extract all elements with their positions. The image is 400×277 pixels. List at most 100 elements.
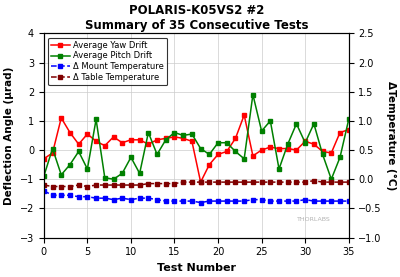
Average Pitch Drift [85,167,90,171]
Δ Mount Temperature [163,199,168,203]
Δ Mount Temperature [128,198,133,201]
Δ Table Temperature [59,185,64,188]
Δ Table Temperature [303,180,308,184]
Average Pitch Drift [128,156,133,159]
Δ Mount Temperature [338,199,342,203]
Δ Mount Temperature [172,199,177,203]
Δ Table Temperature [181,180,186,184]
Average Pitch Drift [120,172,125,175]
Average Yaw Drift [163,137,168,140]
Δ Table Temperature [137,183,142,187]
Average Pitch Drift [181,134,186,137]
Average Yaw Drift [59,116,64,120]
Average Pitch Drift [329,178,334,181]
Δ Table Temperature [207,180,212,184]
Δ Table Temperature [172,182,177,185]
Average Pitch Drift [42,175,46,178]
Δ Mount Temperature [42,189,46,193]
Δ Table Temperature [338,180,342,184]
Line: Δ Table Temperature: Δ Table Temperature [42,179,351,189]
Y-axis label: ΔTemperature (°C): ΔTemperature (°C) [386,81,396,190]
Δ Table Temperature [329,180,334,184]
Average Yaw Drift [303,140,308,143]
Δ Table Temperature [155,182,160,185]
Δ Table Temperature [128,183,133,187]
Δ Table Temperature [120,183,125,187]
Δ Table Temperature [68,185,72,188]
Average Yaw Drift [190,140,194,143]
Average Yaw Drift [102,144,107,147]
Δ Table Temperature [312,179,316,182]
Average Pitch Drift [312,122,316,125]
Average Pitch Drift [233,150,238,153]
Average Pitch Drift [338,156,342,159]
Δ Mount Temperature [181,199,186,203]
Δ Table Temperature [146,182,151,185]
X-axis label: Test Number: Test Number [157,263,236,273]
Δ Mount Temperature [312,199,316,203]
Average Yaw Drift [146,143,151,146]
Δ Table Temperature [268,180,273,184]
Δ Table Temperature [50,185,55,188]
Average Yaw Drift [68,131,72,134]
Average Pitch Drift [137,172,142,175]
Average Pitch Drift [111,178,116,181]
Δ Mount Temperature [68,194,72,197]
Δ Mount Temperature [94,196,98,200]
Average Yaw Drift [277,147,282,150]
Δ Mount Temperature [120,196,125,200]
Average Yaw Drift [312,143,316,146]
Δ Mount Temperature [224,199,229,203]
Average Yaw Drift [346,128,351,131]
Average Pitch Drift [146,131,151,134]
Average Yaw Drift [85,132,90,136]
Δ Table Temperature [320,180,325,184]
Average Yaw Drift [250,154,255,158]
Average Yaw Drift [172,135,177,138]
Average Yaw Drift [198,180,203,184]
Average Pitch Drift [268,119,273,122]
Δ Mount Temperature [233,199,238,203]
Average Yaw Drift [207,163,212,166]
Average Yaw Drift [76,143,81,146]
Δ Table Temperature [190,180,194,184]
Δ Table Temperature [242,180,246,184]
Average Pitch Drift [259,129,264,133]
Δ Mount Temperature [59,194,64,197]
Average Pitch Drift [68,163,72,166]
Average Yaw Drift [94,140,98,143]
Average Yaw Drift [268,145,273,149]
Δ Mount Temperature [242,199,246,203]
Δ Table Temperature [250,180,255,184]
Average Yaw Drift [242,113,246,117]
Average Pitch Drift [76,150,81,153]
Δ Table Temperature [102,183,107,187]
Average Pitch Drift [155,153,160,156]
Δ Mount Temperature [111,198,116,201]
Δ Table Temperature [94,183,98,187]
Average Yaw Drift [120,141,125,144]
Legend: Average Yaw Drift, Average Pitch Drift, Δ Mount Temperature, Δ Table Temperature: Average Yaw Drift, Average Pitch Drift, … [48,37,167,85]
Δ Table Temperature [76,183,81,187]
Line: Average Pitch Drift: Average Pitch Drift [42,93,351,181]
Δ Table Temperature [277,180,282,184]
Average Pitch Drift [102,176,107,179]
Δ Mount Temperature [50,194,55,197]
Δ Mount Temperature [216,199,220,203]
Average Pitch Drift [59,173,64,176]
Δ Mount Temperature [303,198,308,201]
Δ Table Temperature [285,180,290,184]
Δ Table Temperature [198,180,203,184]
Δ Table Temperature [42,183,46,187]
Average Pitch Drift [250,93,255,96]
Δ Mount Temperature [250,198,255,201]
Average Pitch Drift [50,147,55,150]
Δ Mount Temperature [346,199,351,203]
Δ Table Temperature [224,180,229,184]
Δ Mount Temperature [320,199,325,203]
Average Pitch Drift [94,118,98,121]
Δ Mount Temperature [155,198,160,201]
Δ Mount Temperature [146,196,151,200]
Δ Mount Temperature [268,199,273,203]
Average Pitch Drift [294,122,299,125]
